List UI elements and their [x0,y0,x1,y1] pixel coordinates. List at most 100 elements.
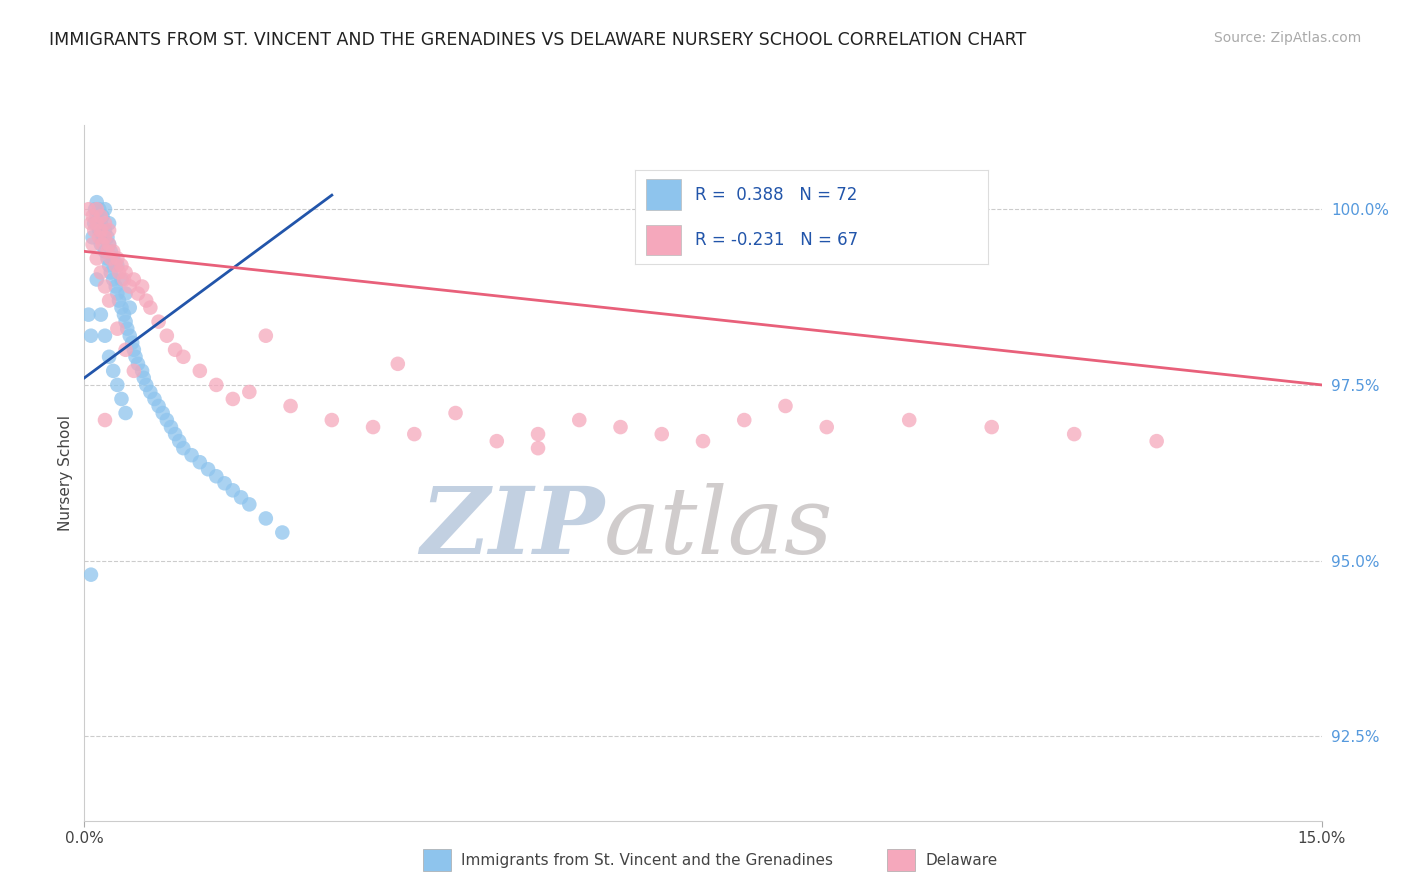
Point [122,364,145,378]
Point [89,230,111,244]
Point [105,286,128,301]
Point [197,462,219,476]
Point [568,413,591,427]
Point [404,427,426,442]
Point [122,272,145,286]
Point [1146,434,1168,449]
Text: IMMIGRANTS FROM ST. VINCENT AND THE GRENADINES VS DELAWARE NURSERY SCHOOL CORREL: IMMIGRANTS FROM ST. VINCENT AND THE GREN… [49,31,1026,49]
Point [815,420,838,434]
Point [110,259,132,273]
Point [165,343,187,357]
Point [89,202,111,217]
Point [98,350,121,364]
Point [139,301,162,315]
Point [105,252,128,266]
Point [205,378,228,392]
Point [124,350,146,364]
Point [271,525,294,540]
Point [122,343,145,357]
Point [94,216,117,230]
Point [91,237,114,252]
Point [108,293,131,308]
Point [86,195,108,210]
Point [222,392,245,406]
Point [609,420,631,434]
Point [86,209,108,223]
Point [82,209,104,223]
Point [121,335,143,350]
Point [90,216,112,230]
Point [103,252,125,266]
Point [139,384,162,399]
Point [527,427,550,442]
Point [167,434,190,449]
Point [94,328,117,343]
Point [105,321,128,335]
Point [321,413,343,427]
Point [156,328,179,343]
Point [132,371,155,385]
Point [103,272,125,286]
Point [98,259,121,273]
Point [135,293,157,308]
Point [127,286,149,301]
Point [86,202,108,217]
Point [117,321,139,335]
Point [86,272,108,286]
Point [214,476,236,491]
Point [96,252,118,266]
FancyBboxPatch shape [887,848,915,871]
Text: Source: ZipAtlas.com: Source: ZipAtlas.com [1213,31,1361,45]
Point [110,392,132,406]
Point [86,252,108,266]
Point [83,223,105,237]
Point [90,265,112,279]
Point [692,434,714,449]
Point [94,202,117,217]
Point [94,223,117,237]
Point [98,216,121,230]
Text: ZIP: ZIP [420,483,605,574]
Point [90,223,112,237]
Point [98,293,121,308]
Point [114,343,136,357]
Point [103,244,125,259]
Text: Immigrants from St. Vincent and the Grenadines: Immigrants from St. Vincent and the Gren… [461,854,834,868]
Text: atlas: atlas [605,483,834,574]
Point [104,259,127,273]
Point [91,230,114,244]
Point [222,483,245,498]
Text: Delaware: Delaware [925,854,997,868]
Point [361,420,384,434]
Point [127,357,149,371]
Point [172,350,194,364]
Point [84,202,107,217]
Point [118,279,141,293]
Point [254,511,277,525]
Point [100,244,122,259]
Point [651,427,673,442]
Point [775,399,797,413]
Text: R = -0.231   N = 67: R = -0.231 N = 67 [695,231,858,249]
Point [98,237,121,252]
Point [980,420,1002,434]
Point [160,420,183,434]
Point [152,406,174,420]
Point [100,252,122,266]
Point [172,441,194,455]
Point [238,497,260,511]
Y-axis label: Nursery School: Nursery School [58,415,73,531]
Point [444,406,467,420]
Point [229,491,252,505]
Point [104,279,127,293]
Point [94,244,117,259]
Point [80,216,103,230]
Point [77,202,100,217]
FancyBboxPatch shape [645,225,681,254]
Point [118,328,141,343]
Point [112,272,135,286]
Point [80,567,103,582]
Point [98,237,121,252]
Point [254,328,277,343]
Point [135,378,157,392]
